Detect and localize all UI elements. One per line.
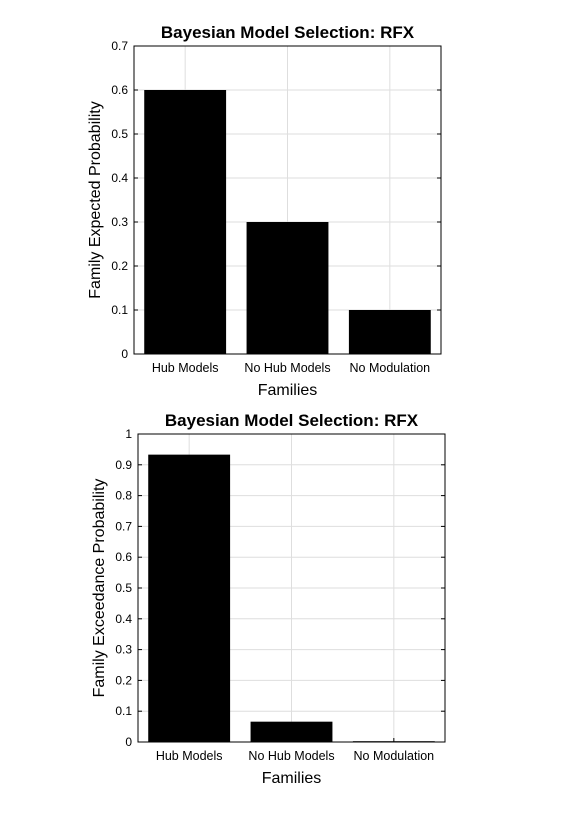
- x-tick-label: No Hub Models: [248, 749, 334, 763]
- x-axis-label: Families: [258, 382, 318, 399]
- y-tick-label: 0.4: [115, 612, 132, 626]
- bar-no-modulation: [348, 310, 431, 354]
- bar-hub-models: [148, 454, 231, 742]
- bar-no-hub-models: [246, 222, 329, 354]
- y-tick-label: 0.5: [115, 581, 132, 595]
- y-axis-label: Family Exceedance Probability: [91, 479, 108, 698]
- x-tick-label: Hub Models: [152, 361, 219, 375]
- x-tick-label: No Hub Models: [244, 361, 330, 375]
- y-tick-label: 0.9: [115, 458, 132, 472]
- y-axis-label: Family Expected Probability: [87, 101, 104, 298]
- y-tick-label: 1: [125, 427, 132, 441]
- x-axis-label: Families: [262, 770, 322, 787]
- y-tick-label: 0.3: [115, 643, 132, 657]
- y-tick-label: 0.1: [115, 704, 132, 718]
- y-tick-label: 0.6: [115, 550, 132, 564]
- y-tick-label: 0.7: [115, 519, 132, 533]
- x-tick-label: No Modulation: [350, 361, 431, 375]
- y-tick-label: 0.2: [111, 259, 128, 273]
- chart-2: 0 0.1 0.2 0.3 0.4 0.5 0.6 0.7 0.8 0.9 1 Hub Models N…: [91, 411, 446, 787]
- x-tick-label: Hub Models: [156, 749, 223, 763]
- y-tick-label: 0.3: [111, 215, 128, 229]
- x-tick-label: No Modulation: [354, 749, 435, 763]
- y-tick-label: 0.4: [111, 171, 128, 185]
- y-tick-label: 0.5: [111, 127, 128, 141]
- y-tick-label: 0.7: [111, 39, 128, 53]
- y-tick-label: 0.8: [115, 489, 132, 503]
- y-tick-label: 0: [125, 735, 132, 749]
- y-tick-label: 0.1: [111, 303, 128, 317]
- y-tick-label: 0.2: [115, 673, 132, 687]
- y-tick-label: 0.6: [111, 83, 128, 97]
- bar-no-hub-models: [250, 721, 333, 742]
- y-tick-label: 0: [121, 347, 128, 361]
- bar-hub-models: [144, 90, 227, 354]
- chart-title: Bayesian Model Selection: RFX: [165, 411, 419, 430]
- chart-title: Bayesian Model Selection: RFX: [161, 23, 415, 42]
- chart-1: 0 0.1 0.2 0.3 0.4 0.5 0.6 0.7 Hub Models No Hub M…: [87, 23, 442, 399]
